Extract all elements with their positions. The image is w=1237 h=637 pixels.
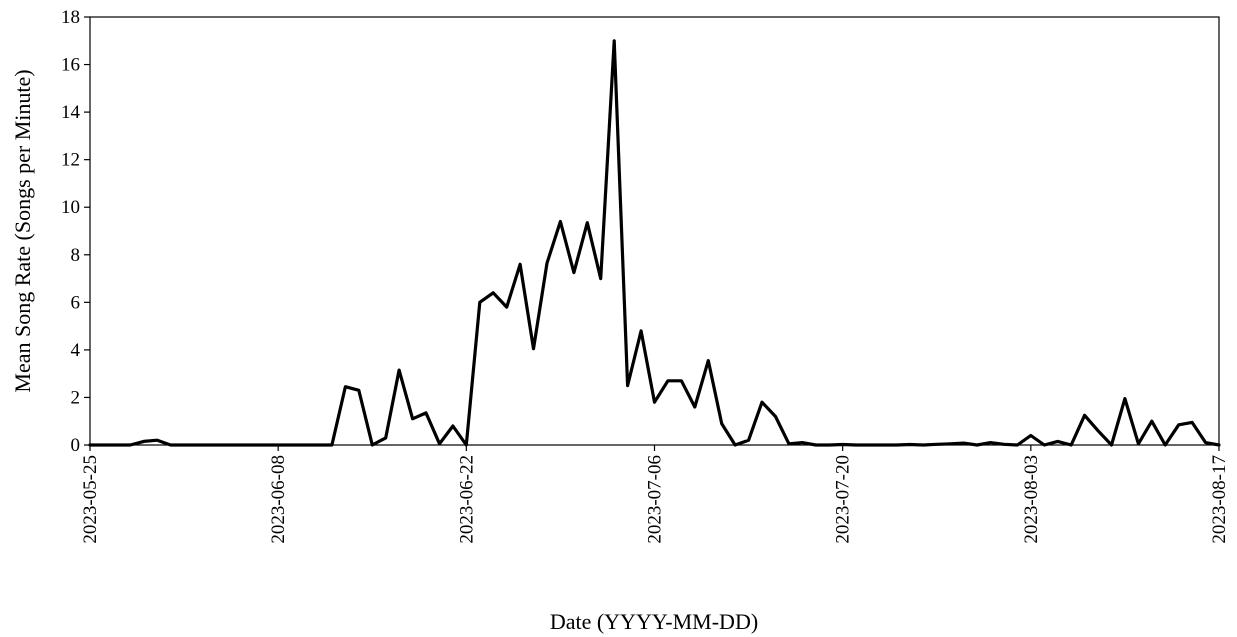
y-tick-label: 16 bbox=[61, 55, 80, 76]
x-tick-label: 2023-05-25 bbox=[80, 455, 101, 544]
y-tick-label: 18 bbox=[61, 7, 80, 28]
plot-frame bbox=[89, 16, 1220, 446]
y-tick-label: 14 bbox=[61, 102, 81, 123]
x-tick-label: 2023-08-03 bbox=[1021, 455, 1042, 544]
x-tick-label: 2023-06-08 bbox=[268, 455, 289, 544]
x-axis-title: Date (YYYY-MM-DD) bbox=[550, 609, 758, 634]
y-tick-label: 6 bbox=[71, 292, 81, 313]
y-tick-label: 8 bbox=[71, 245, 81, 266]
series-layer bbox=[88, 39, 1221, 447]
x-tick-label: 2023-07-06 bbox=[645, 455, 666, 544]
y-tick-label: 2 bbox=[71, 387, 81, 408]
y-tick-label: 12 bbox=[61, 150, 80, 171]
x-tick-label: 2023-06-22 bbox=[456, 455, 477, 544]
y-axis-ticks: 0 2 4 6 8 10 12 14 16 18 bbox=[61, 7, 90, 456]
y-tick-label: 4 bbox=[71, 340, 81, 361]
x-tick-label: 2023-07-20 bbox=[833, 455, 854, 544]
y-axis-title: Mean Song Rate (Songs per Minute) bbox=[10, 69, 35, 392]
y-tick-label: 0 bbox=[71, 435, 81, 456]
y-tick-label: 10 bbox=[61, 197, 80, 218]
series-line-0 bbox=[88, 39, 1221, 447]
x-axis-ticks: 2023-05-25 2023-06-08 2023-06-22 2023-07-06… bbox=[80, 445, 1230, 544]
x-tick-label: 2023-08-17 bbox=[1209, 455, 1230, 544]
